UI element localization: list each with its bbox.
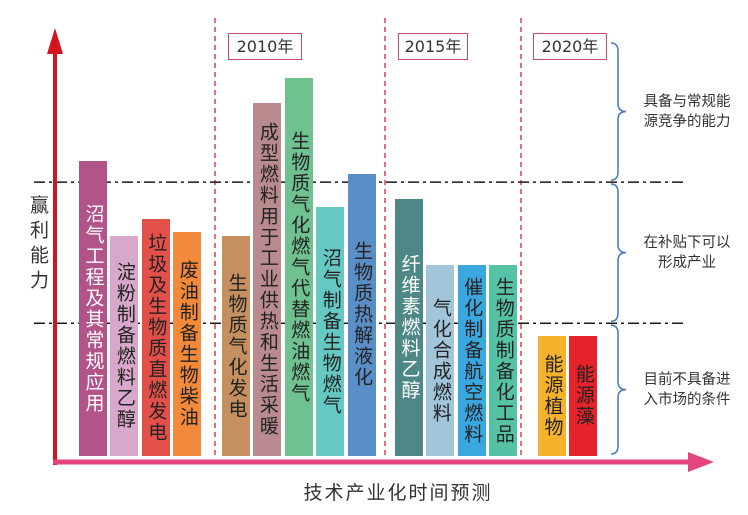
zone-label-line: 目前不具备进: [643, 371, 731, 388]
period-label: 2015年: [398, 33, 468, 60]
bar-label: 能源藻: [572, 364, 595, 428]
bar: 沼气制备生物燃气: [316, 207, 345, 456]
bar: 催化制备航空燃料: [457, 265, 486, 456]
period-label: 2020年: [533, 33, 607, 60]
zone-label-line: 具备与常规能: [643, 93, 731, 110]
bar-label: 沼气制备生物燃气: [319, 247, 342, 416]
bar-label: 沼气工程及其常规应用: [82, 203, 105, 414]
bar: 生物质热解液化: [347, 173, 376, 456]
bar: 垃圾及生物质直燃发电: [141, 219, 170, 456]
zone-label-line: 在补贴下可以: [643, 234, 731, 251]
zone-brace: [610, 42, 627, 181]
bar-label: 淀粉制备燃料乙醇: [113, 262, 136, 431]
x-axis-arrowhead: [688, 452, 714, 472]
zone-brace: [610, 324, 627, 455]
bar-label: 废油制备生物柴油: [176, 259, 199, 428]
zone-label: 在补贴下可以 形成产业: [634, 233, 740, 273]
x-axis-label: 技术产业化时间预测: [303, 482, 493, 504]
bar: 沼气工程及其常规应用: [79, 161, 107, 456]
zone-label: 目前不具备进 入市场的条件: [634, 370, 740, 410]
bar-label: 生物质气化燃气代替燃油燃气: [288, 130, 311, 404]
bar: 淀粉制备燃料乙醇: [110, 236, 139, 456]
bar-label: 成型燃料用于工业供热和生活采暖: [256, 122, 279, 438]
bar: 能源植物: [538, 335, 566, 456]
y-axis-label: 赢利能力: [27, 195, 49, 295]
bar-label: 催化制备航空燃料: [461, 276, 484, 445]
bar: 纤维素燃料乙醇: [395, 198, 423, 456]
bar: 生物质制备化工品: [489, 265, 518, 456]
zone-label-line: 入市场的条件: [643, 391, 731, 408]
bar: 生物质气化燃气代替燃油燃气: [284, 78, 313, 456]
bar-label: 气化合成燃料: [429, 297, 452, 424]
period-label: 2010年: [228, 33, 302, 60]
zone-brace: [610, 183, 627, 322]
bar-label: 纤维素燃料乙醇: [398, 253, 421, 401]
bar-label: 生物质气化发电: [225, 272, 248, 420]
zone-label: 具备与常规能 源竞争的能力: [634, 92, 740, 132]
bar: 成型燃料用于工业供热和生活采暖: [253, 103, 282, 456]
bar: 废油制备生物柴油: [173, 231, 202, 456]
bar-label: 能源植物: [541, 353, 564, 438]
bar: 生物质气化发电: [222, 236, 250, 456]
zone-label-line: 形成产业: [658, 254, 716, 271]
bar: 能源藻: [569, 335, 598, 456]
bar-label: 垃圾及生物质直燃发电: [145, 232, 168, 443]
bar-label: 生物质制备化工品: [492, 276, 515, 445]
y-axis-arrowhead: [47, 28, 63, 54]
bar: 气化合成燃料: [426, 265, 455, 456]
zone-label-line: 源竞争的能力: [643, 113, 731, 130]
bar-label: 生物质热解液化: [351, 241, 374, 389]
